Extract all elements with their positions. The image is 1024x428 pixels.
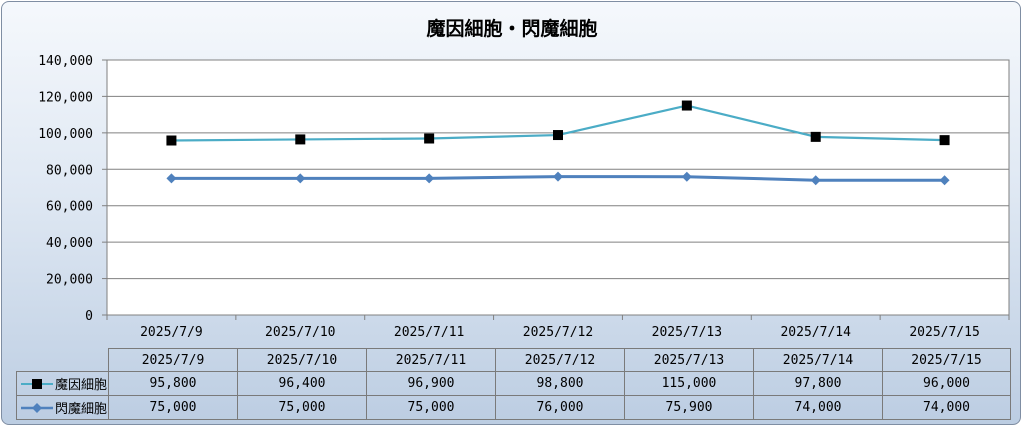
plot-area (106, 59, 1010, 316)
table-header-cell: 2025/7/15 (882, 348, 1011, 372)
table-cell: 75,000 (366, 395, 496, 420)
table-row: 閃魔細胞 75,000 75,000 75,000 76,000 75,900 … (16, 395, 1011, 420)
data-point-square-marker (553, 130, 563, 141)
legend-label: 閃魔細胞 (55, 402, 108, 417)
data-point-diamond-marker (810, 175, 821, 186)
legend-square-marker-icon (21, 378, 53, 389)
x-tick-label: 2025/7/12 (523, 325, 593, 340)
table-header-cell: 2025/7/9 (108, 348, 238, 372)
legend-diamond-marker-icon (21, 402, 53, 413)
table-cell: 97,800 (753, 371, 883, 396)
table-cell: 74,000 (753, 395, 883, 420)
data-point-square-marker (295, 134, 306, 145)
legend-entry-series-1: 魔因細胞 (16, 371, 109, 396)
y-tick-label: 120,000 (38, 90, 93, 105)
y-tick-label: 100,000 (38, 127, 93, 142)
table-header-cell: 2025/7/10 (237, 348, 367, 372)
y-tick-label: 20,000 (46, 273, 93, 288)
table-header-cell: 2025/7/11 (366, 348, 496, 372)
table-header-row: 2025/7/9 2025/7/10 2025/7/11 2025/7/12 2… (17, 348, 1011, 372)
x-tick-label: 2025/7/9 (140, 325, 203, 340)
table-cell: 75,000 (108, 395, 238, 420)
y-tick-label: 60,000 (46, 200, 93, 215)
y-tick-label: 140,000 (38, 54, 93, 69)
data-point-square-marker (810, 131, 821, 142)
table-cell: 75,000 (237, 395, 367, 420)
table-cell: 74,000 (882, 395, 1011, 420)
table-row: 魔因細胞 95,800 96,400 96,900 98,800 115,000… (16, 371, 1011, 396)
data-point-diamond-marker (424, 173, 435, 184)
x-tick-label: 2025/7/15 (909, 325, 979, 340)
data-point-diamond-marker (681, 171, 692, 182)
x-tick-label: 2025/7/10 (265, 325, 335, 340)
table-header-cell: 2025/7/12 (495, 348, 625, 372)
x-tick-label: 2025/7/11 (394, 325, 464, 340)
data-point-diamond-marker (553, 171, 563, 182)
y-tick-label: 0 (85, 309, 93, 324)
y-tick-label: 40,000 (46, 236, 93, 251)
x-tick-label: 2025/7/14 (780, 325, 851, 340)
table-cell: 98,800 (495, 371, 625, 396)
data-point-square-marker (424, 133, 435, 144)
table-cell: 75,900 (624, 395, 754, 420)
y-tick-label: 80,000 (46, 163, 93, 178)
data-point-diamond-marker (166, 173, 177, 184)
table-cell: 96,900 (366, 371, 496, 396)
data-point-diamond-marker (295, 173, 306, 184)
legend-entry-series-2: 閃魔細胞 (16, 395, 109, 420)
table-corner (17, 349, 109, 372)
table-cell: 115,000 (624, 371, 754, 396)
legend-label: 魔因細胞 (55, 378, 108, 393)
x-tick-label: 2025/7/13 (652, 325, 722, 340)
data-point-square-marker (681, 100, 692, 111)
table-cell: 96,400 (237, 371, 367, 396)
table-header-cell: 2025/7/13 (624, 348, 754, 372)
table-cell: 76,000 (495, 395, 625, 420)
data-point-square-marker (166, 135, 177, 146)
table-cell: 96,000 (882, 371, 1011, 396)
chart-title: 魔因細胞・閃魔細胞 (426, 18, 598, 40)
table-header-cell: 2025/7/14 (753, 348, 883, 372)
data-point-square-marker (939, 135, 950, 146)
data-point-diamond-marker (939, 175, 950, 186)
table-cell: 95,800 (108, 371, 238, 396)
data-table: 2025/7/9 2025/7/10 2025/7/11 2025/7/12 2… (16, 348, 1011, 420)
